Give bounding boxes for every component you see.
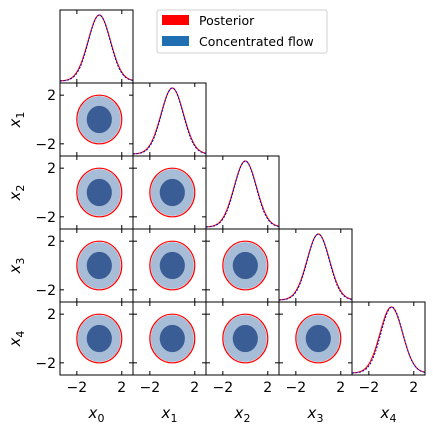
legend-label-posterior: Posterior	[199, 13, 255, 28]
pair-panel	[59, 82, 134, 157]
marginal-panel	[132, 82, 207, 157]
x-tick-label: 2	[117, 380, 126, 396]
flow-marginal-line	[206, 160, 279, 228]
flow-marginal-line	[352, 306, 425, 374]
flow-contour-inner	[86, 105, 112, 134]
x-tick-label: 2	[190, 380, 199, 396]
x-axis-label: x1	[161, 404, 178, 425]
legend-swatch-flow	[162, 36, 189, 46]
flow-contour-inner	[232, 251, 258, 280]
posterior-contour	[76, 240, 123, 291]
flow-contour-inner	[232, 324, 258, 353]
x-tick-label: 2	[263, 380, 272, 396]
flow-marginal-line	[279, 233, 352, 301]
x-tick-label: −2	[359, 380, 380, 396]
x-axis-label: x4	[380, 404, 397, 425]
flow-marginal-line	[133, 87, 206, 155]
pair-panel	[278, 301, 353, 376]
legend-frame	[156, 9, 328, 54]
posterior-marginal-line	[352, 306, 425, 374]
y-tick-label: 2	[47, 88, 56, 104]
y-tick-label: −2	[35, 137, 56, 153]
x-axis-label: x3	[307, 404, 324, 425]
axis-labels: −2 2 −2 2 −2 2 −2 2 −2 2 −2 2 −2 2 −2 2 −2 2 x0 x1 x2 x3 x4 x1 x…	[6, 88, 418, 425]
panel-frame	[351, 301, 426, 376]
flow-contour-inner	[159, 324, 185, 353]
y-axis-label: x3	[6, 258, 27, 275]
posterior-contour	[149, 240, 196, 291]
x-tick-label: −2	[140, 380, 161, 396]
pair-panel	[59, 301, 134, 376]
posterior-contour	[76, 167, 123, 218]
pair-panel	[59, 155, 134, 230]
pair-panel	[205, 301, 280, 376]
marginal-panel	[351, 301, 426, 376]
y-tick-label: 2	[47, 161, 56, 177]
posterior-marginal-line	[279, 233, 352, 301]
x-axis-label: x0	[88, 404, 105, 425]
flow-contour-inner	[159, 178, 185, 207]
x-tick-label: −2	[286, 380, 307, 396]
flow-contour-inner	[159, 251, 185, 280]
pair-panel	[205, 228, 280, 303]
x-tick-label: 2	[336, 380, 345, 396]
pair-panel	[132, 301, 207, 376]
y-tick-label: −2	[35, 210, 56, 226]
flow-contour-inner	[86, 324, 112, 353]
posterior-contour	[222, 313, 269, 364]
flow-contour-inner	[305, 324, 331, 353]
x-tick-label: −2	[213, 380, 234, 396]
y-tick-label: 2	[47, 234, 56, 250]
flow-contour-inner	[86, 251, 112, 280]
marginal-panel	[205, 155, 280, 230]
flow-contour-inner	[86, 178, 112, 207]
posterior-contour	[295, 313, 342, 364]
posterior-contour	[76, 94, 123, 145]
panel-grid	[59, 9, 426, 376]
posterior-marginal-line	[60, 14, 133, 82]
y-axis-label: x4	[6, 331, 27, 348]
marginal-panel	[59, 9, 134, 84]
posterior-contour	[222, 240, 269, 291]
legend-label-flow: Concentrated flow	[199, 34, 314, 49]
y-tick-label: −2	[35, 356, 56, 372]
y-axis-label: x1	[6, 112, 27, 129]
y-axis-label: x2	[6, 185, 27, 202]
legend: Posterior Concentrated flow	[156, 9, 328, 54]
posterior-marginal-line	[206, 160, 279, 228]
x-tick-label: 2	[409, 380, 418, 396]
y-tick-label: −2	[35, 283, 56, 299]
pair-panel	[132, 155, 207, 230]
pair-panel	[132, 228, 207, 303]
x-axis-label: x2	[234, 404, 251, 425]
y-tick-label: 2	[47, 307, 56, 323]
posterior-contour	[149, 313, 196, 364]
flow-marginal-line	[60, 14, 133, 82]
pair-panel	[59, 228, 134, 303]
posterior-marginal-line	[133, 87, 206, 155]
posterior-contour	[76, 313, 123, 364]
legend-swatch-posterior	[162, 15, 189, 25]
posterior-contour	[149, 167, 196, 218]
marginal-panel	[278, 228, 353, 303]
x-tick-label: −2	[67, 380, 88, 396]
